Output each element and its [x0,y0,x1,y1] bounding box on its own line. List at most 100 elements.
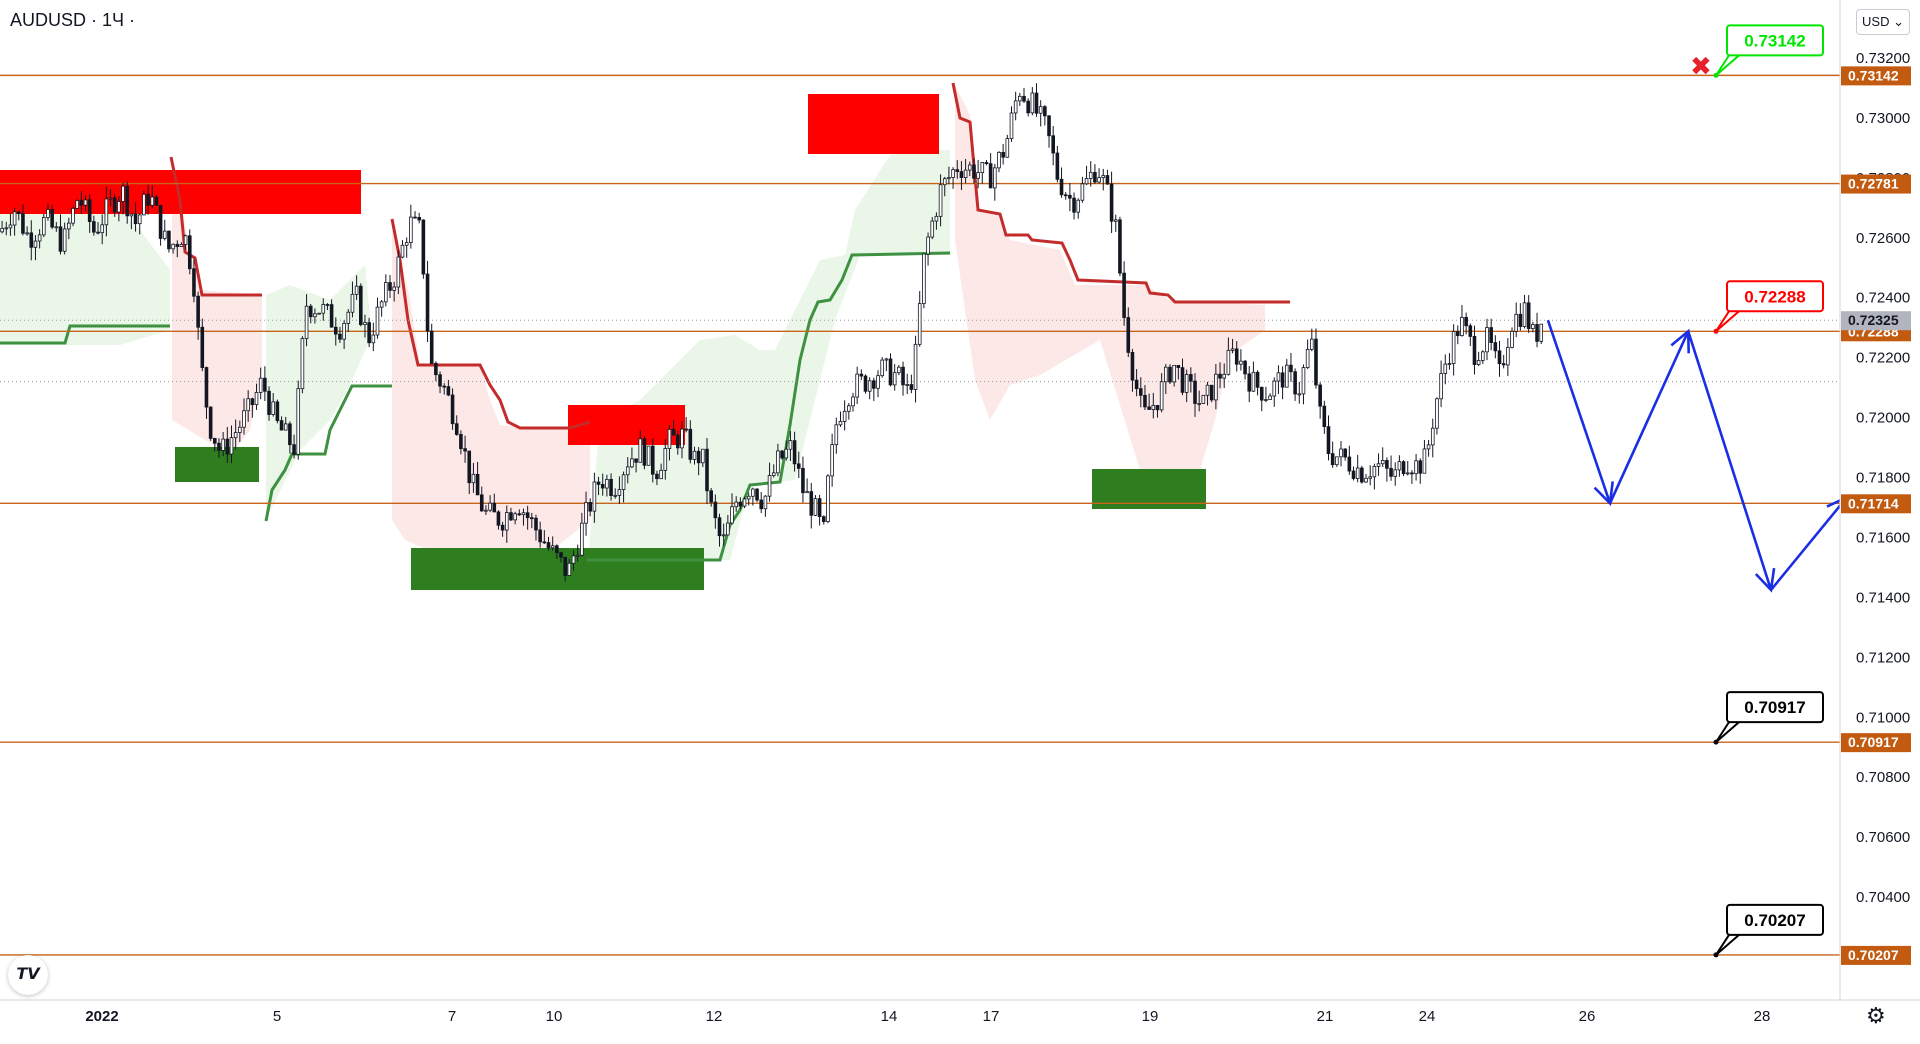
candle-body [187,235,192,270]
candle-body [321,304,326,314]
candle-body [1351,470,1356,479]
candle-body [976,172,980,179]
candle-body [905,384,910,386]
candle-body [429,330,434,364]
candle-body [1280,372,1285,388]
price-tick-label: 0.71000 [1856,709,1910,726]
candle-body [1189,374,1193,382]
candle-body [388,282,392,291]
candle-body [438,374,442,387]
level-price-tag-label: 0.70207 [1848,947,1899,963]
candle-body [1468,325,1473,337]
candle-body [434,362,438,376]
candle-body [988,163,993,189]
candle-body [288,423,292,446]
candle-body [859,373,864,377]
candle-body [1255,371,1260,388]
candle-body [358,285,363,325]
candle-body [838,421,843,426]
candle-body [300,338,305,390]
candle-body [680,428,684,449]
candle-body [96,231,100,234]
candle-body [1118,219,1122,274]
candle-body [751,488,755,497]
gear-icon[interactable]: ⚙ [1866,1003,1886,1028]
demand-zone [175,447,259,482]
candle-body [1043,106,1047,117]
candle-body [759,499,764,510]
level-price-tag [1841,66,1911,86]
candle-body [463,448,467,452]
trend-fill-red [392,220,590,560]
tradingview-logo-icon[interactable]: 𝙏𝙑 [8,955,48,995]
currency-selector[interactable]: USD ⌄ [1856,9,1910,35]
callout-label: 0.73142 [1744,31,1805,50]
candle-body [788,440,793,450]
candle-body [1372,466,1377,478]
candle-body [1101,175,1106,178]
candle-body [884,358,889,361]
candle-body [471,473,476,484]
candle-body [221,438,225,451]
symbol-title[interactable]: AUDUSD · 1Ч · [10,10,136,30]
candle-body [872,380,876,389]
price-tick-label: 0.71800 [1856,470,1910,487]
candle-body [500,524,505,531]
candle-body [112,197,117,213]
candle-body [1243,360,1247,375]
supertrend-line-red [390,218,591,430]
candle-body [888,358,893,386]
candle-body [21,213,25,234]
current-price-tag [1841,311,1911,331]
candle-body [200,326,205,368]
candle-body [634,458,638,463]
candle-body [125,185,130,217]
candle-body [1193,380,1197,404]
candle-body [75,200,79,209]
trend-fill-red [955,85,1265,470]
candle-body [171,243,175,250]
candle-body [1234,348,1239,365]
callout-box [1726,903,1824,936]
candle-body [1084,178,1089,185]
price-axis[interactable]: 0.732000.730000.728000.726000.724000.722… [1856,50,1910,906]
candle-body [1481,351,1485,361]
price-tick-label: 0.72600 [1856,230,1910,247]
candle-body [400,244,405,258]
candle-body [1022,95,1026,102]
candle-body [1051,135,1055,154]
candle-body [267,390,271,415]
candle-body [1076,199,1081,213]
callout-pointer [1715,934,1740,956]
candle-body [504,512,509,531]
candle-body [1451,331,1456,364]
candle-body [1497,350,1502,365]
callout-box [1726,691,1824,724]
time-tick-label: 24 [1419,1008,1436,1025]
candle-body [967,164,972,171]
candle-body [1506,347,1510,366]
callout-anchor [1713,328,1719,334]
candle-body [972,164,976,179]
candle-body [133,213,138,225]
candle-body [308,305,313,318]
candle-body [813,498,818,516]
time-axis[interactable]: 2022 5 7 10 12 14 17 19 21 24 26 28 [85,1008,1770,1025]
candle-body [313,313,317,318]
candle-body [121,185,125,202]
candle-body [592,481,597,512]
candle-body [809,491,814,516]
candle-body [1464,317,1468,327]
candle-body [375,306,380,336]
candle-body [513,513,517,521]
candle-body [767,475,772,497]
candle-body [1168,366,1172,383]
candle-body [1222,373,1227,379]
candle-body [1059,178,1064,196]
time-tick-label: 2022 [85,1008,118,1025]
candle-body [29,232,34,248]
candle-body [250,398,255,406]
candle-body [167,230,171,250]
candle-body [467,450,472,484]
